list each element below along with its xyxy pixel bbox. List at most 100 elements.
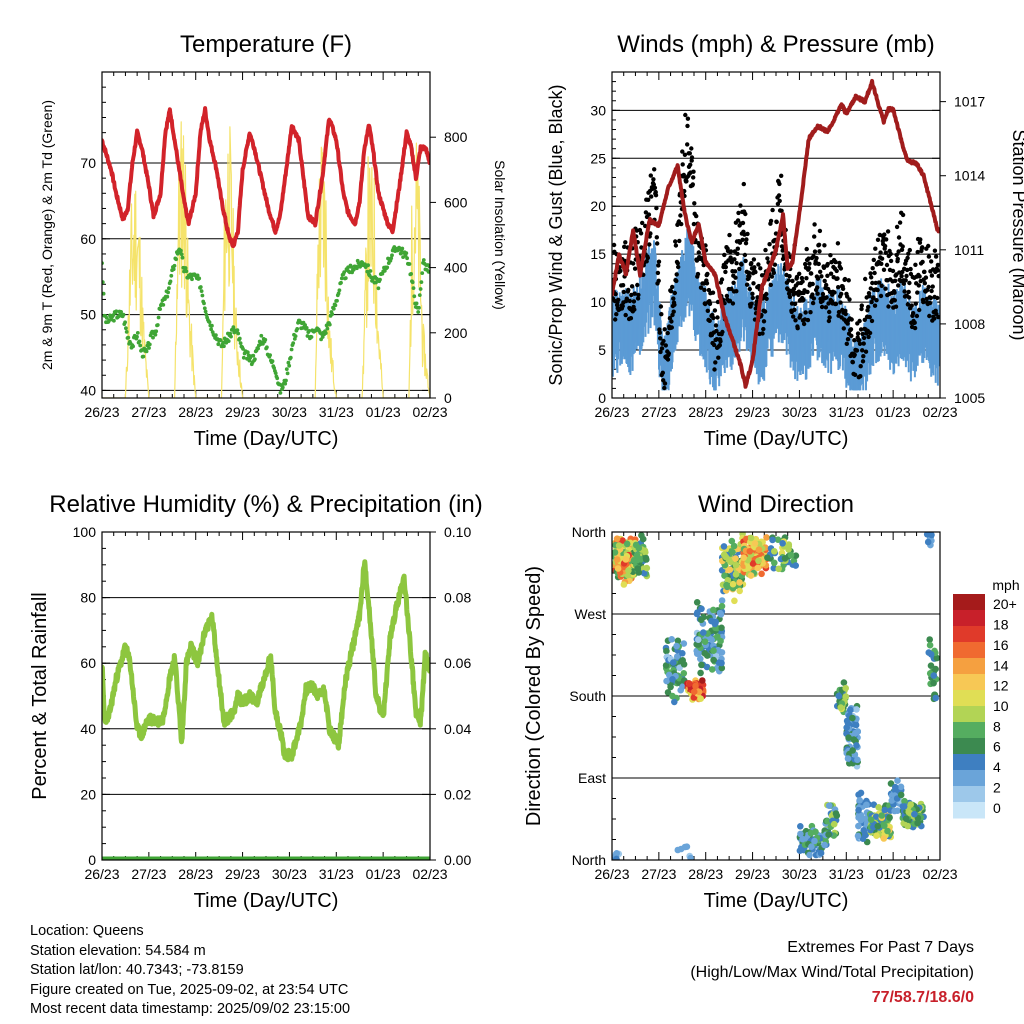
gust-point	[921, 299, 926, 305]
chart-panel-2: Winds (mph) & Pressure (mb) 0 5 10 15 20 25 30 1…	[546, 31, 1024, 450]
gust-point	[905, 302, 911, 307]
direction-point	[821, 841, 828, 849]
gust-point	[852, 338, 857, 343]
gust-point	[911, 311, 916, 316]
direction-point	[692, 682, 699, 690]
chart-title: Wind Direction	[698, 491, 854, 518]
gust-point	[827, 309, 832, 315]
dewpoint-point	[124, 326, 128, 331]
gust-point	[823, 305, 829, 310]
gust-point	[838, 266, 844, 271]
y-right-axis-label: Solar Insolation (Yellow)	[492, 160, 508, 310]
dewpoint-point	[270, 359, 275, 364]
gust-point	[881, 267, 887, 272]
dewpoint-point	[131, 344, 136, 349]
gust-point	[689, 155, 695, 160]
direction-point	[763, 534, 770, 541]
gust-point	[797, 271, 802, 276]
direction-point	[693, 599, 701, 606]
gust-point	[662, 381, 668, 386]
gust-point	[613, 291, 618, 297]
gust-point	[935, 262, 940, 268]
gust-point	[808, 310, 813, 315]
gust-point	[878, 250, 883, 255]
direction-point	[867, 816, 875, 823]
gust-point	[882, 232, 887, 237]
colorbar-swatch	[953, 786, 985, 803]
humidity-series-line	[102, 559, 430, 763]
direction-point	[751, 540, 759, 547]
gust-point	[812, 234, 817, 239]
gust-point	[863, 276, 868, 282]
x-tick-label: 30/23	[272, 404, 307, 420]
gust-point	[900, 269, 905, 275]
gust-point	[731, 280, 736, 285]
gust-point	[817, 249, 822, 254]
gust-point	[656, 259, 662, 264]
gust-point	[722, 252, 727, 258]
gust-point	[803, 261, 808, 267]
gust-point	[667, 316, 673, 321]
dewpoint-point	[210, 323, 214, 328]
x-tick-label: 01/23	[366, 866, 401, 882]
elevation-text: Station elevation: 54.584 m	[30, 942, 206, 959]
gust-point	[886, 304, 891, 309]
gust-point	[899, 273, 904, 279]
direction-point	[730, 542, 738, 550]
gust-point	[834, 268, 839, 274]
gust-point	[793, 318, 798, 323]
gust-point	[702, 287, 707, 293]
dewpoint-point	[166, 290, 171, 295]
gust-point	[714, 328, 719, 334]
extremes-title: Extremes For Past 7 Days	[787, 939, 974, 956]
gust-point	[776, 193, 782, 198]
dewpoint-point	[303, 323, 307, 327]
direction-point	[728, 537, 736, 545]
gust-point	[653, 193, 659, 198]
solar-series-line	[102, 121, 430, 398]
plot-area	[612, 78, 940, 391]
direction-point	[723, 581, 730, 589]
gust-point	[735, 246, 740, 251]
dewpoint-point	[135, 331, 140, 335]
direction-point	[771, 559, 778, 567]
direction-point	[732, 561, 740, 569]
gust-point	[893, 278, 898, 283]
gust-point	[841, 326, 846, 331]
dewpoint-point	[390, 253, 394, 258]
direction-point	[855, 806, 862, 814]
gust-point	[743, 241, 749, 246]
gust-point	[765, 256, 770, 261]
dewpoint-point	[124, 330, 129, 334]
direction-point	[797, 830, 804, 838]
gust-point	[674, 272, 679, 277]
gust-point	[840, 286, 846, 291]
direction-point	[674, 637, 682, 645]
direction-point	[668, 636, 675, 643]
gust-point	[914, 313, 920, 319]
dewpoint-point	[141, 354, 146, 359]
dewpoint-point	[404, 251, 409, 256]
direction-point	[715, 659, 722, 666]
gust-point	[866, 334, 871, 340]
x-tick-label: 27/23	[131, 404, 166, 420]
direction-point	[736, 579, 743, 586]
dewpoint-point	[207, 320, 212, 324]
gust-point	[747, 273, 752, 279]
gust-point	[684, 179, 689, 184]
gust-point	[867, 293, 872, 299]
gust-point	[750, 295, 755, 301]
gust-point	[768, 282, 773, 288]
gust-point	[685, 116, 691, 121]
direction-point	[837, 704, 845, 711]
direction-point	[764, 554, 771, 561]
direction-point	[638, 532, 645, 539]
gust-point	[672, 290, 677, 296]
gust-point	[907, 280, 912, 286]
gust-point	[777, 181, 782, 187]
gust-point	[743, 258, 748, 264]
dewpoint-point	[358, 264, 362, 269]
dewpoint-point	[409, 272, 413, 276]
direction-point	[674, 846, 682, 854]
dewpoint-point	[398, 251, 403, 256]
